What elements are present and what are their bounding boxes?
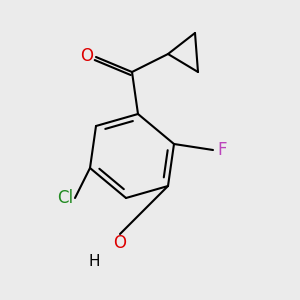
Text: Cl: Cl (57, 189, 74, 207)
Text: O: O (80, 46, 93, 64)
Text: H: H (89, 254, 100, 268)
Text: F: F (218, 141, 227, 159)
Text: O: O (113, 234, 127, 252)
